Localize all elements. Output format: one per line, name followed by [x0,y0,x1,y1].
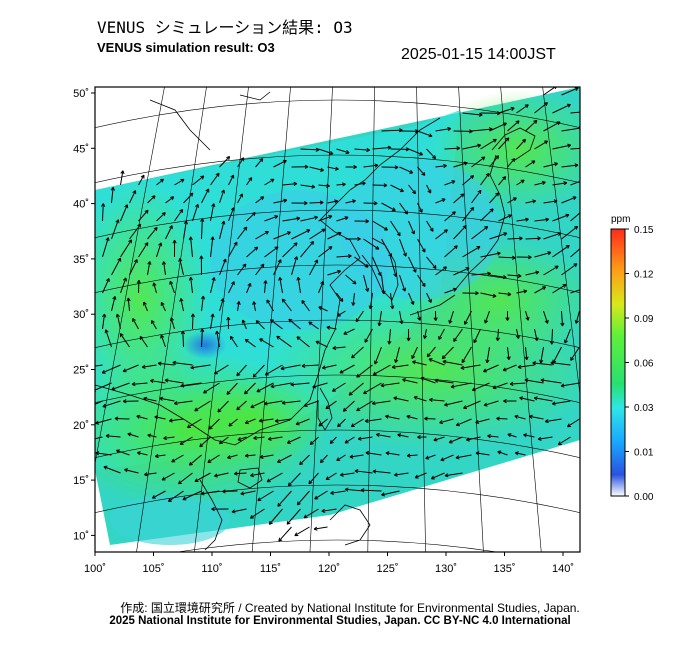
lon-tick-label: 120˚ [318,563,340,575]
lat-tick-label: 20˚ [73,420,89,432]
colorbar [610,228,626,497]
colorbar-tick-label: 0.00 [634,492,654,503]
lon-tick-label: 125˚ [376,563,398,575]
colorbar-tick-label: 0.01 [634,448,654,459]
map-frame [94,86,581,553]
colorbar-tick-label: 0.03 [634,403,654,414]
footer-copyright: 2025 National Institute for Environmenta… [109,615,571,627]
lat-tick-label: 25˚ [73,365,89,377]
lon-tick-label: 105˚ [142,563,164,575]
lat-tick-label: 45˚ [73,143,89,155]
lon-tick-label: 130˚ [435,563,457,575]
colorbar-tick-label: 0.06 [634,359,654,370]
colorbar-tick-label: 0.12 [634,270,654,281]
colorbar-tick-label: 0.09 [634,314,654,325]
colorbar-tick-label: 0.15 [634,225,654,236]
lon-tick-label: 135˚ [493,563,515,575]
lat-tick-label: 50˚ [73,88,89,100]
page-title-jp: VENUS シミュレーション結果: O3 [97,18,353,37]
lon-tick-label: 140˚ [552,563,574,575]
lat-tick-label: 35˚ [73,254,89,266]
footer-credit: 作成: 国立環境研究所 / Created by National Instit… [120,601,580,615]
lat-tick-label: 40˚ [73,199,89,211]
lon-tick-label: 110˚ [201,563,222,575]
lon-tick-label: 115˚ [260,563,281,575]
lat-tick-label: 15˚ [73,475,89,487]
lon-tick-label: 100˚ [84,563,106,575]
lat-tick-label: 30˚ [73,309,89,321]
timestamp: 2025-01-15 14:00JST [401,46,556,63]
colorbar-unit: ppm [611,214,630,225]
lat-tick-label: 10˚ [73,530,89,542]
page-title-en: VENUS simulation result: O3 [97,40,275,55]
simulation-map: 100˚ 105˚ 110˚ 115˚ 120˚ 125˚ 130˚ 135˚ 140˚ 50˚… [73,86,654,575]
